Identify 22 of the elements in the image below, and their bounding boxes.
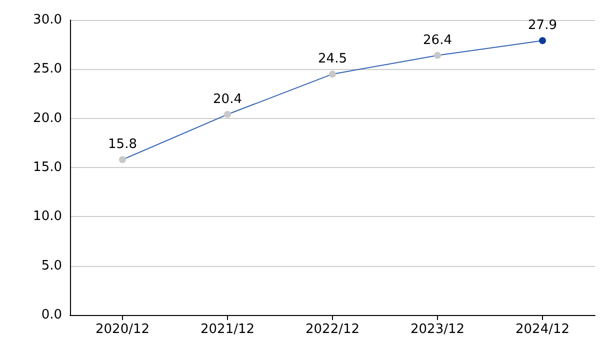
point bbox=[329, 70, 336, 78]
y-tick-label: 30.0 bbox=[33, 12, 62, 28]
y-tick-label: 0.0 bbox=[41, 308, 62, 322]
data-label: 15.8 bbox=[108, 137, 137, 152]
y-tick-label: 20.0 bbox=[33, 110, 62, 126]
data-label: 26.4 bbox=[423, 32, 452, 48]
y-tick-label: 10.0 bbox=[33, 209, 62, 224]
x-tick-label: 2023/12 bbox=[410, 322, 465, 337]
data-label: 27.9 bbox=[528, 18, 557, 34]
y-tick-label: 15.0 bbox=[33, 160, 62, 175]
y-tick-label: 25.0 bbox=[33, 62, 62, 77]
data-label: 20.4 bbox=[213, 92, 242, 107]
x-tick-label: 2024/12 bbox=[515, 322, 570, 337]
point bbox=[539, 37, 546, 44]
point bbox=[224, 110, 231, 118]
data-label: 24.5 bbox=[318, 52, 347, 67]
point bbox=[434, 52, 441, 59]
y-tick-label: 5.0 bbox=[41, 258, 62, 274]
x-tick-label: 2021/12 bbox=[200, 322, 255, 337]
x-tick-label: 2020/12 bbox=[95, 322, 150, 337]
x-tick-label: 2022/12 bbox=[305, 322, 360, 337]
point bbox=[119, 156, 126, 164]
